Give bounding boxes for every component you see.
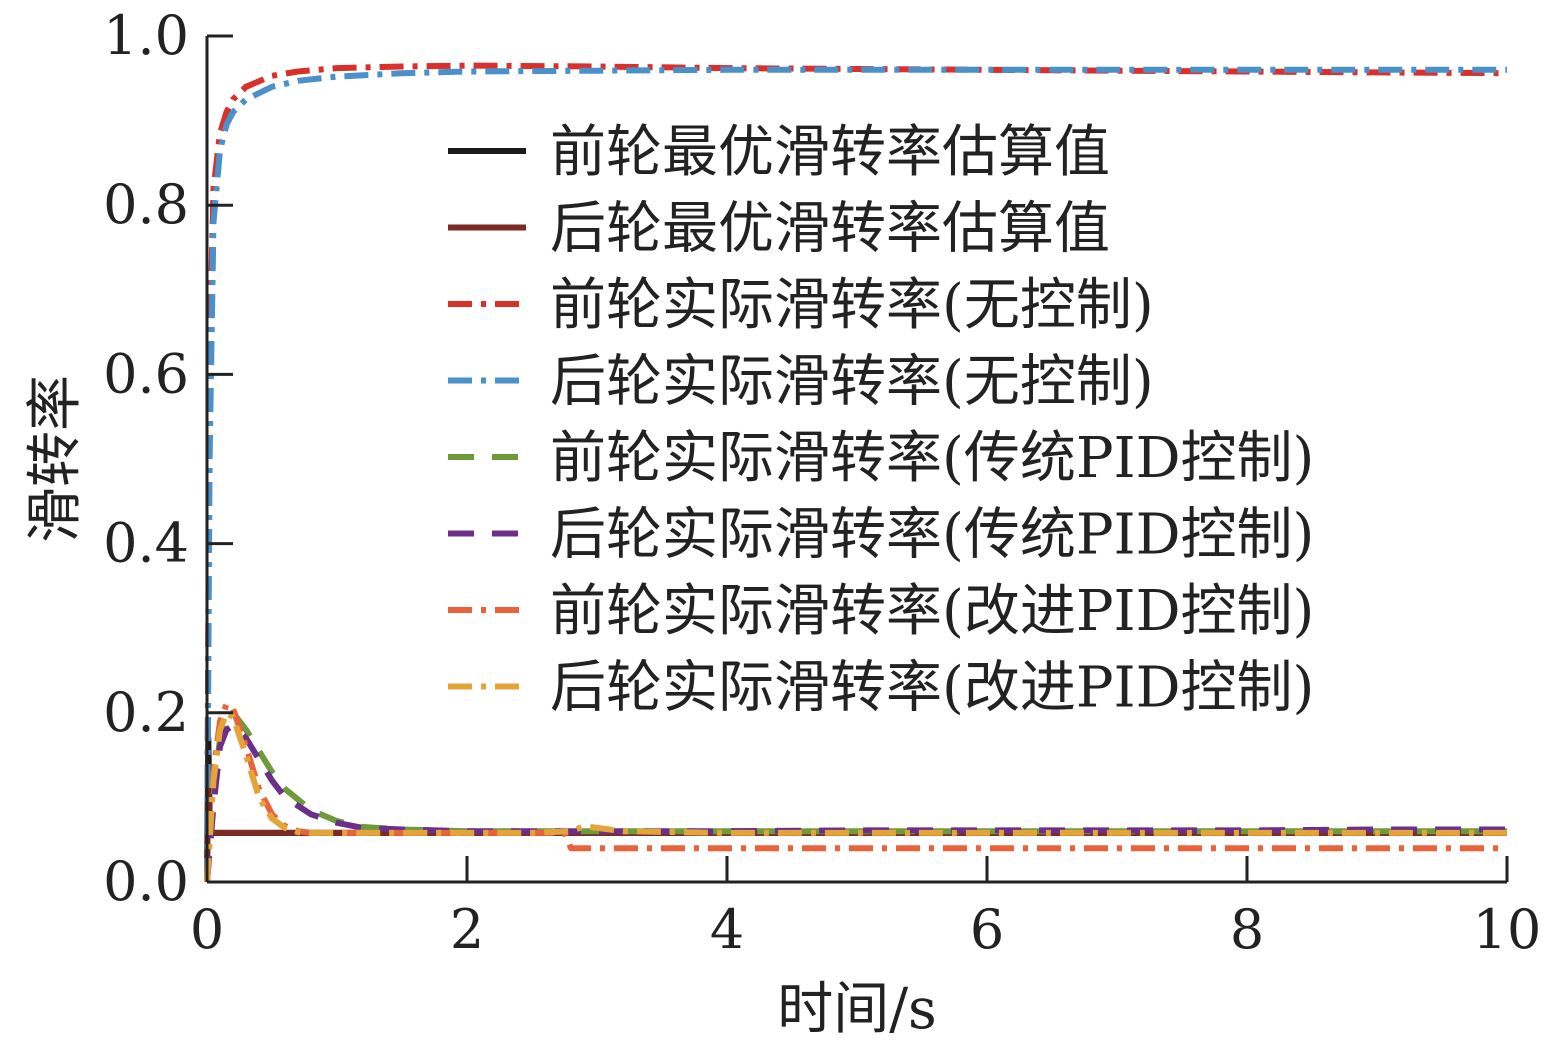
y-tick-label: 0.6 (103, 342, 189, 405)
y-tick-label: 0.8 (103, 173, 189, 236)
legend-label-2: 后轮最优滑转率估算值 (550, 197, 1110, 262)
legend-label-8: 后轮实际滑转率(改进PID控制) (550, 656, 1314, 721)
legend-label-7: 前轮实际滑转率(改进PID控制) (550, 579, 1314, 644)
series-line-8 (204, 709, 1507, 883)
axes: 0.0 0.2 0.4 0.6 0.8 1.0 0 2 4 6 8 10 (103, 4, 1541, 961)
y-tick-label: 0.0 (103, 850, 189, 913)
x-tick-label: 6 (970, 898, 1004, 961)
series-line-3 (204, 62, 1508, 883)
y-tick-label: 0.2 (103, 681, 189, 744)
y-tick-label: 0.4 (103, 512, 189, 575)
x-tick-label: 8 (1230, 898, 1264, 961)
series-line-1 (204, 735, 1507, 883)
legend-label-4: 后轮实际滑转率(无控制) (550, 350, 1154, 415)
legend-label-3: 前轮实际滑转率(无控制) (550, 273, 1154, 338)
legend-label-5: 前轮实际滑转率(传统PID控制) (550, 426, 1314, 491)
series-line-7 (204, 701, 1507, 883)
legend-label-6: 后轮实际滑转率(传统PID控制) (550, 503, 1314, 568)
y-tick-label: 1.0 (103, 4, 189, 67)
x-tick-label: 0 (190, 898, 224, 961)
x-tick-label: 10 (1473, 898, 1542, 961)
series-line-5 (204, 709, 1507, 883)
x-axis-label: 时间/s (777, 977, 937, 1042)
legend-label-1: 前轮最优滑转率估算值 (550, 120, 1110, 185)
x-tick-label: 2 (450, 898, 484, 961)
y-axis-label: 滑转率 (23, 375, 88, 543)
x-tick-label: 4 (710, 898, 744, 961)
series-line-6 (204, 722, 1507, 883)
